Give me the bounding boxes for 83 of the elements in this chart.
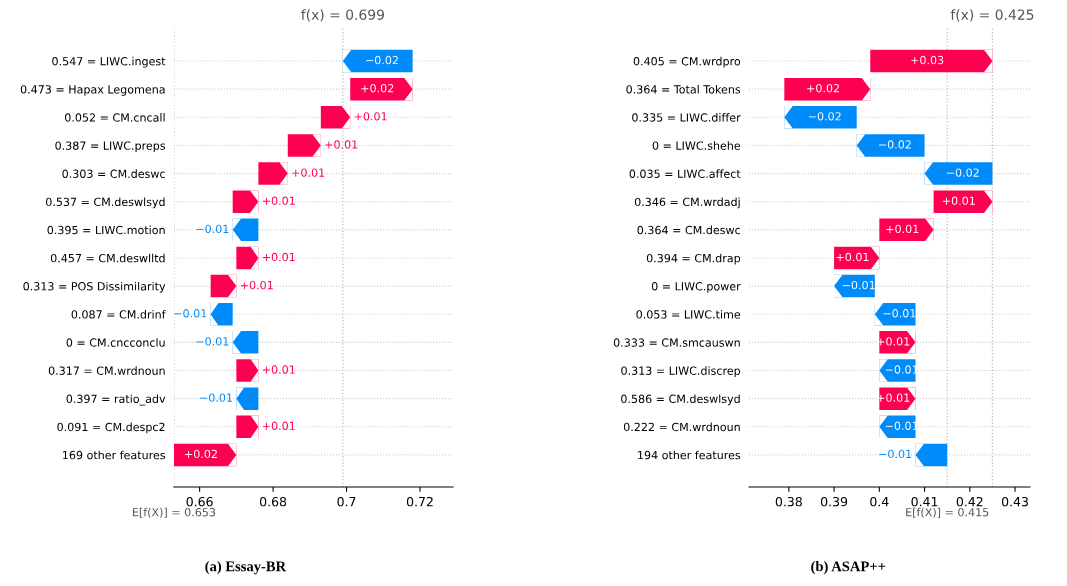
data-label: −0.02 [946, 168, 979, 177]
bar [342, 49, 413, 73]
category-label: 0 = CM.cncconclu [66, 338, 165, 347]
data-label: −0.01 [885, 365, 918, 374]
category-label: 0 = LIWC.shehe [652, 141, 741, 150]
category-label: 0.317 = CM.wrdnoun [48, 366, 165, 375]
category-label: 0.457 = CM.deswlltd [50, 253, 165, 263]
bar [173, 443, 237, 467]
ref-line-label: f(x) = 0.699 [301, 9, 384, 22]
bar [933, 190, 993, 213]
text: (a) Essay-BR [205, 561, 287, 575]
data-label: +0.01 [262, 252, 295, 262]
x-tick-label: 0.4 [870, 496, 889, 507]
category-label: 0.473 = Hapax Legomena [20, 85, 165, 96]
data-label: −0.01 [200, 393, 232, 402]
x-tick-label: 0.41 [911, 496, 938, 507]
category-label: 0.405 = CM.wrdpro [633, 56, 741, 68]
data-label: +0.03 [911, 55, 944, 65]
x-tick-label: 0.43 [1001, 496, 1028, 507]
bar [784, 77, 871, 101]
category-label: 0.303 = CM.deswc [62, 169, 165, 178]
data-label: +0.02 [361, 83, 394, 93]
data-label: +0.01 [292, 168, 325, 177]
text: (b) ASAP++ [811, 561, 886, 575]
ref-line-label: E[f(X)] = 0.653 [132, 507, 216, 518]
x-tick-label: 0.72 [406, 496, 433, 507]
data-label: +0.01 [836, 252, 869, 262]
data-label: +0.01 [240, 280, 273, 290]
category-label: 0.052 = CM.cncall [65, 113, 165, 122]
category-label: 0.586 = CM.deswlsyd [621, 394, 740, 406]
category-label: 0.395 = LIWC.motion [47, 225, 165, 235]
data-label: −0.01 [885, 421, 918, 430]
category-label: 0.387 = LIWC.preps [55, 141, 166, 152]
x-tick-label: 0.39 [820, 496, 848, 507]
category-label: 0.313 = POS Dissimilarity [23, 281, 166, 293]
x-tick-label: 0.66 [186, 496, 213, 507]
category-label: 0.394 = CM.drap [646, 253, 741, 265]
bar [350, 77, 413, 101]
data-label: −0.02 [879, 140, 911, 149]
category-label: 0.087 = CM.drinf [71, 310, 166, 319]
data-label: +0.01 [942, 196, 975, 205]
bar [924, 162, 993, 185]
data-label: −0.02 [366, 55, 398, 65]
data-label: +0.01 [262, 421, 295, 430]
ref-line-label: E[f(X)] = 0.415 [906, 507, 989, 518]
x-tick-label: 0.7 [337, 496, 356, 507]
category-label: 0.547 = LIWC.ingest [52, 56, 166, 68]
bar [870, 49, 993, 73]
category-label: 0.537 = CM.deswlsyd [45, 197, 165, 209]
x-tick-label: 0.68 [259, 496, 287, 507]
data-label: +0.02 [185, 449, 217, 459]
data-label: +0.01 [886, 224, 919, 234]
category-label: 0.364 = CM.deswc [637, 225, 741, 235]
data-label: −0.01 [196, 337, 229, 346]
category-label: 0.222 = CM.wrdnoun [623, 422, 740, 432]
data-label: −0.02 [808, 112, 841, 121]
data-label: +0.01 [325, 140, 358, 149]
bar [784, 106, 857, 129]
x-tick-label: 0.42 [956, 496, 983, 507]
category-label: 0.313 = LIWC.discrep [621, 366, 741, 378]
data-label: +0.01 [354, 112, 387, 121]
category-label: 0.091 = CM.despc2 [57, 422, 165, 434]
bar [856, 134, 925, 157]
category-label: 194 other features [638, 450, 741, 460]
data-label: +0.02 [807, 83, 839, 93]
category-label: 0.346 = CM.wrdadj [634, 197, 740, 209]
ref-line-label: f(x) = 0.425 [950, 9, 1034, 22]
category-label: 0.333 = CM.smcauswn [613, 338, 740, 347]
category-label: 0.035 = LIWC.affect [629, 169, 741, 178]
category-label: 0.335 = LIWC.differ [632, 113, 741, 122]
data-label: +0.01 [262, 365, 295, 374]
data-label: −0.01 [196, 224, 229, 234]
category-label: 0.397 = ratio_adv [66, 394, 166, 406]
data-label: −0.01 [883, 309, 916, 318]
category-label: 0.053 = LIWC.time [636, 310, 741, 319]
category-label: 0 = LIWC.power [651, 282, 741, 293]
data-label: −0.01 [842, 280, 875, 290]
data-label: −0.01 [879, 449, 912, 459]
data-label: −0.01 [174, 309, 207, 318]
category-label: 0.364 = Total Tokens [626, 84, 741, 94]
category-label: 169 other features [63, 450, 166, 460]
data-label: +0.01 [262, 196, 295, 205]
x-tick-label: 0.38 [775, 496, 802, 507]
